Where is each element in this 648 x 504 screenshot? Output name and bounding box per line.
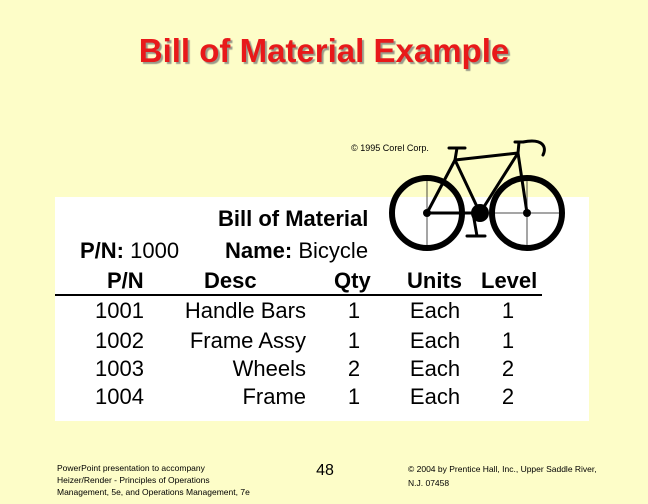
cell-units: Each: [409, 328, 461, 353]
footer-attribution: PowerPoint presentation to accompany Hei…: [57, 462, 297, 498]
cell-qty: 1: [347, 298, 361, 323]
footer-line: Heizer/Render - Principles of Operations: [57, 475, 210, 485]
cell-level: 2: [501, 356, 515, 381]
footer-line: Management, 5e, and Operations Managemen…: [57, 487, 250, 497]
name-label: Name:: [225, 238, 293, 263]
header-divider: [55, 294, 542, 296]
cell-desc: Frame Assy: [189, 328, 306, 353]
cell-pn: 1002: [95, 328, 144, 353]
page-number: 48: [316, 462, 334, 479]
name-line: Name: Bicycle: [225, 238, 368, 264]
cell-desc: Frame: [242, 384, 306, 409]
column-header-qty: Qty: [334, 268, 371, 293]
cell-pn: 1003: [95, 356, 144, 381]
slide-title: Bill of Material Example: [138, 32, 510, 69]
cell-pn: 1001: [95, 298, 144, 323]
column-header-level: Level: [481, 268, 538, 293]
cell-units: Each: [409, 298, 461, 323]
cell-units: Each: [409, 384, 461, 409]
cell-desc: Wheels: [232, 356, 306, 381]
footer-line: N.J. 07458: [408, 478, 450, 488]
cell-qty: 2: [347, 356, 361, 381]
cell-desc: Handle Bars: [184, 298, 306, 323]
cell-qty: 1: [347, 328, 361, 353]
column-header-desc: Desc: [204, 268, 257, 293]
pn-line: P/N: 1000: [80, 238, 179, 264]
image-credit: © 1995 Corel Corp.: [351, 143, 429, 153]
bicycle-image: [389, 139, 565, 251]
footer-line: © 2004 by Prentice Hall, Inc., Upper Sad…: [408, 464, 597, 474]
cell-pn: 1004: [95, 384, 144, 409]
column-header-units: Units: [407, 268, 462, 293]
cell-qty: 1: [347, 384, 361, 409]
bom-heading: Bill of Material: [218, 206, 369, 231]
footer-copyright: © 2004 by Prentice Hall, Inc., Upper Sad…: [408, 462, 638, 490]
cell-units: Each: [409, 356, 461, 381]
cell-level: 1: [501, 298, 515, 323]
name-value: Bicycle: [298, 238, 369, 263]
pn-value: 1000: [130, 238, 180, 263]
pn-label: P/N:: [80, 238, 124, 263]
column-header-pn: P/N: [107, 268, 144, 293]
cell-level: 1: [501, 328, 515, 353]
footer-line: PowerPoint presentation to accompany: [57, 463, 205, 473]
cell-level: 2: [501, 384, 515, 409]
